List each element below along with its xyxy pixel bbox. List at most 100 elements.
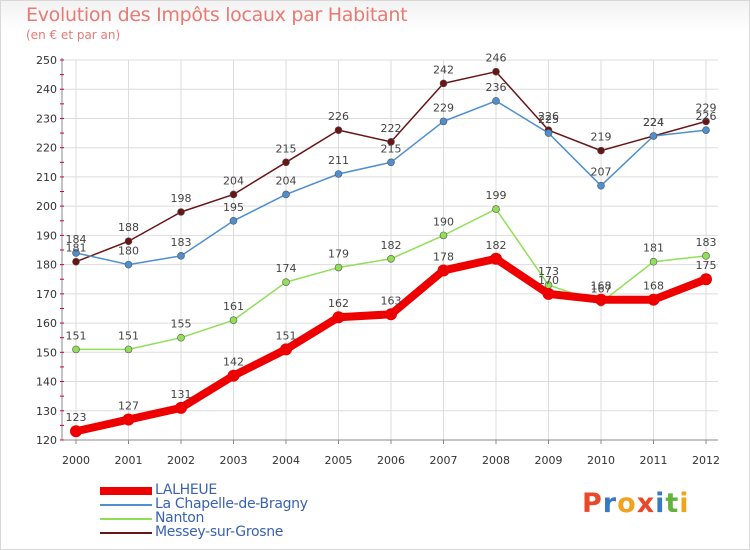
x-tick-label: 2007 [430, 454, 458, 467]
data-label-lalheue: 163 [381, 294, 402, 307]
logo-letter: i [655, 488, 666, 519]
data-point-lalheue [647, 293, 660, 306]
legend-swatch [100, 487, 152, 495]
data-point-lalheue [122, 413, 135, 426]
x-tick-label: 2010 [587, 454, 615, 467]
data-label-la-chapelle-de-bragny: 207 [591, 166, 612, 179]
data-label-messey-sur-grosne: 229 [696, 101, 717, 114]
data-point-la-chapelle-de-bragny [229, 216, 238, 225]
data-label-la-chapelle-de-bragny: 183 [171, 236, 192, 249]
data-point-messey-sur-grosne [229, 190, 238, 199]
x-tick-label: 2004 [272, 454, 300, 467]
data-point-lalheue [490, 252, 502, 265]
data-label-messey-sur-grosne: 242 [433, 63, 454, 76]
legend-label: LALHEUE [155, 482, 217, 498]
data-label-lalheue: 127 [118, 400, 139, 413]
x-tick-label: 2005 [325, 454, 353, 467]
data-label-lalheue: 182 [486, 239, 507, 252]
data-labels: 123 127 131 142 151 162 163 178 182 170 168 168 175 1… [66, 52, 717, 425]
x-tick-label: 2002 [167, 454, 195, 467]
data-point-nanton [177, 333, 185, 342]
data-label-la-chapelle-de-bragny: 229 [433, 101, 454, 114]
data-point-la-chapelle-de-bragny [124, 260, 133, 269]
data-label-messey-sur-grosne: 222 [381, 122, 402, 135]
data-point-messey-sur-grosne [334, 126, 343, 134]
data-label-la-chapelle-de-bragny: 211 [328, 154, 349, 167]
data-label-messey-sur-grosne: 188 [118, 221, 139, 234]
proxiti-logo: Proxiti [582, 488, 690, 519]
data-point-messey-sur-grosne [702, 117, 710, 126]
data-label-la-chapelle-de-bragny: 204 [276, 174, 297, 187]
logo-letter: i [679, 488, 690, 519]
data-point-lalheue [542, 287, 555, 300]
x-tick-label: 2003 [220, 454, 248, 467]
data-point-lalheue [595, 293, 607, 306]
data-point-nanton [492, 205, 500, 213]
data-point-nanton [387, 254, 395, 263]
data-point-nanton [649, 257, 658, 266]
data-label-nanton: 182 [381, 239, 402, 252]
data-point-la-chapelle-de-bragny [282, 190, 290, 199]
legend-swatch [100, 504, 152, 506]
data-label-messey-sur-grosne: 215 [276, 142, 297, 155]
series-lines [70, 67, 712, 438]
data-label-lalheue: 123 [66, 411, 87, 424]
data-label-nanton: 179 [328, 248, 349, 261]
data-point-messey-sur-grosne [177, 208, 185, 216]
data-label-la-chapelle-de-bragny: 184 [66, 233, 87, 246]
data-label-la-chapelle-de-bragny: 236 [486, 81, 507, 94]
data-label-lalheue: 170 [538, 274, 559, 287]
chart-title: Evolution des Impôts locaux par Habitant [26, 4, 408, 26]
data-label-nanton: 181 [643, 242, 664, 255]
data-point-la-chapelle-de-bragny [492, 97, 500, 105]
y-axis-ticks: 120 130 140 150 160 170 180 190 200 210 220 230 240 2… [36, 54, 64, 447]
data-label-nanton: 183 [696, 236, 717, 249]
legend-label: Messey-sur-Grosne [155, 524, 284, 540]
chart-subtitle: (en € et par an) [26, 28, 121, 42]
x-tick-label: 2012 [692, 454, 720, 467]
y-tick-label: 180 [36, 259, 57, 272]
data-label-nanton: 173 [538, 265, 559, 278]
data-label-lalheue: 162 [328, 297, 349, 310]
data-label-messey-sur-grosne: 198 [171, 192, 192, 205]
data-point-la-chapelle-de-bragny [177, 252, 185, 260]
data-point-lalheue [437, 264, 450, 277]
x-tick-label: 2008 [482, 454, 510, 467]
logo-letter: r [602, 488, 618, 519]
x-tick-label: 2001 [115, 454, 143, 467]
data-label-messey-sur-grosne: 204 [223, 174, 244, 187]
data-point-messey-sur-grosne [387, 138, 395, 146]
y-tick-label: 210 [36, 171, 57, 184]
data-point-la-chapelle-de-bragny [439, 117, 448, 126]
data-point-messey-sur-grosne [282, 158, 290, 167]
data-label-la-chapelle-de-bragny: 225 [538, 113, 559, 126]
y-tick-label: 140 [36, 376, 57, 389]
data-point-nanton [124, 345, 133, 354]
data-label-lalheue: 142 [223, 356, 244, 369]
data-label-la-chapelle-de-bragny: 224 [643, 116, 664, 129]
logo-letter: t [665, 488, 680, 519]
data-point-messey-sur-grosne [439, 79, 448, 88]
data-point-la-chapelle-de-bragny [72, 249, 80, 257]
data-point-nanton [72, 345, 80, 354]
data-point-la-chapelle-de-bragny [597, 181, 605, 190]
y-tick-label: 150 [36, 346, 57, 359]
y-tick-label: 170 [36, 288, 57, 301]
y-tick-label: 120 [36, 434, 57, 447]
data-label-nanton: 161 [223, 300, 244, 313]
data-point-lalheue [70, 425, 82, 438]
data-point-messey-sur-grosne [72, 257, 80, 266]
legend-label: La Chapelle-de-Bragny [155, 496, 308, 512]
data-point-la-chapelle-de-bragny [544, 129, 553, 137]
data-point-lalheue [332, 311, 345, 324]
legend-label: Nanton [155, 510, 205, 526]
data-label-nanton: 190 [433, 215, 454, 228]
data-point-la-chapelle-de-bragny [649, 132, 658, 140]
data-label-nanton: 151 [66, 329, 87, 342]
data-label-nanton: 199 [486, 189, 507, 202]
data-point-lalheue [175, 401, 187, 414]
data-label-nanton: 155 [171, 318, 192, 331]
data-label-messey-sur-grosne: 226 [538, 110, 559, 123]
data-label-messey-sur-grosne: 226 [328, 110, 349, 123]
